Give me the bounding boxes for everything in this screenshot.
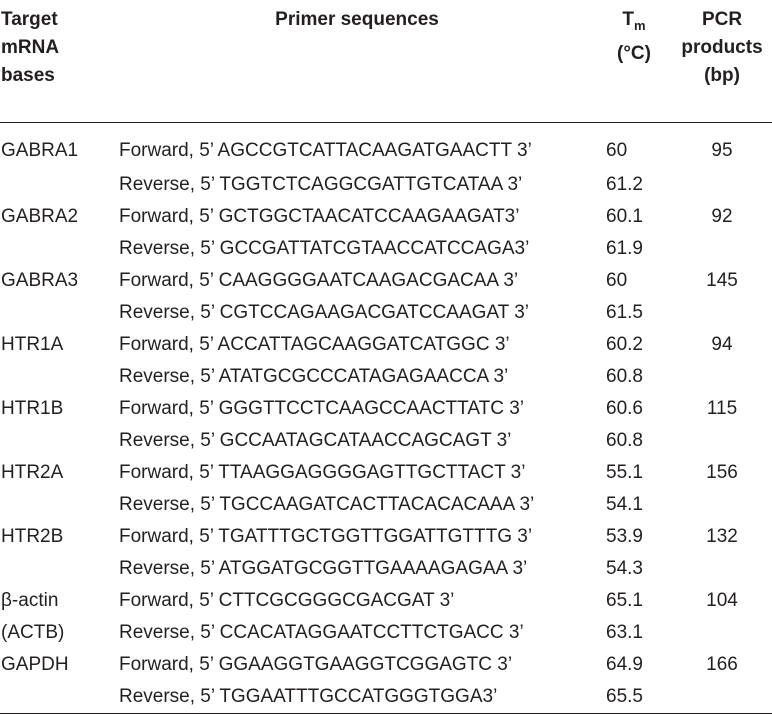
tm-reverse: 54.3 <box>606 558 643 579</box>
tm-forward: 60.6 <box>606 398 643 419</box>
pcr-product: 115 <box>706 398 738 419</box>
gene-name-extra <box>0 233 118 265</box>
gene-name-extra: (ACTB) <box>1 622 65 643</box>
table-row: GAPDH Forward, 5’ GGAAGGTGAAGGTCGGAGTC 3’… <box>0 649 772 681</box>
pcr-product: 94 <box>711 334 733 355</box>
gene-name-extra <box>0 297 118 329</box>
gene-name-extra <box>0 681 118 714</box>
forward-primer: Forward, 5’ ACCATTAGCAAGGATCATGGC 3’ <box>119 334 510 355</box>
pcr-product: 166 <box>706 654 738 675</box>
gene-name: β-actin <box>1 590 59 611</box>
reverse-primer: Reverse, 5’ GCCAATAGCATAACCAGCAGT 3’ <box>119 430 512 451</box>
reverse-primer: Reverse, 5’ TGGTCTCAGGCGATTGTCATAA 3’ <box>119 174 523 195</box>
pcr-product: 95 <box>711 140 733 161</box>
reverse-primer: Reverse, 5’ ATATGCGCCCATAGAGAACCA 3’ <box>119 366 509 387</box>
pcr-product-empty <box>672 169 772 201</box>
table-row: Reverse, 5’ TGGTCTCAGGCGATTGTCATAA 3’ 61.… <box>0 169 772 201</box>
header-tm: Tm (°C) <box>596 0 672 123</box>
gene-name: HTR2B <box>1 526 64 547</box>
pcr-product-empty <box>672 297 772 329</box>
header-target-mrna: Target mRNA bases <box>0 0 118 123</box>
tm-reverse: 61.5 <box>606 302 643 323</box>
table-row: Reverse, 5’ TGCCAAGATCACTTACACACAAA 3’ 54… <box>0 489 772 521</box>
forward-primer: Forward, 5’ GGAAGGTGAAGGTCGGAGTC 3’ <box>119 654 513 675</box>
forward-primer: Forward, 5’ AGCCGTCATTACAAGATGAACTT 3’ <box>119 140 532 161</box>
pcr-product: 145 <box>706 270 738 291</box>
table-row: Reverse, 5’ CGTCCAGAAGACGATCCAAGAT 3’ 61.… <box>0 297 772 329</box>
header-primer-sequences: Primer sequences <box>118 0 596 123</box>
table-row: Reverse, 5’ GCCGATTATCGTAACCATCCAGA3’ 61.… <box>0 233 772 265</box>
gene-name: GAPDH <box>1 654 69 675</box>
tm-reverse: 54.1 <box>606 494 643 515</box>
tm-forward: 60 <box>606 140 628 161</box>
table-row: HTR2A Forward, 5’ TTAAGGAGGGGAGTTGCTTACT … <box>0 457 772 489</box>
gene-name: HTR1B <box>1 398 64 419</box>
pcr-product-empty <box>672 553 772 585</box>
gene-name-extra <box>0 425 118 457</box>
pcr-product: 92 <box>711 206 733 227</box>
table-row: GABRA1 Forward, 5’ AGCCGTCATTACAAGATGAACT… <box>0 123 772 170</box>
pcr-product-empty <box>672 681 772 714</box>
table-row: (ACTB) Reverse, 5’ CCACATAGGAATCCTTCTGACC… <box>0 617 772 649</box>
pcr-product-empty <box>672 425 772 457</box>
forward-primer: Forward, 5’ TTAAGGAGGGGAGTTGCTTACT 3’ <box>119 462 526 483</box>
table-row: β-actin Forward, 5’ CTTCGCGGGCGACGAT 3’ 65… <box>0 585 772 617</box>
tm-reverse: 63.1 <box>606 622 643 643</box>
pcr-product: 104 <box>706 590 738 611</box>
forward-primer: Forward, 5’ CTTCGCGGGCGACGAT 3’ <box>119 590 455 611</box>
forward-primer: Forward, 5’ GCTGGCTAACATCCAAGAAGAT3’ <box>119 206 520 227</box>
reverse-primer: Reverse, 5’ TGGAATTTGCCATGGGTGGA3’ <box>118 681 596 714</box>
table-row: HTR1B Forward, 5’ GGGTTCCTCAAGCCAACTTATC … <box>0 393 772 425</box>
pcr-product: 132 <box>706 526 738 547</box>
reverse-primer: Reverse, 5’ ATGGATGCGGTTGAAAAGAGAA 3’ <box>119 558 528 579</box>
header-row: Target mRNA bases Primer sequences Tm (°… <box>0 0 772 123</box>
tm-forward: 55.1 <box>606 462 643 483</box>
reverse-primer: Reverse, 5’ CGTCCAGAAGACGATCCAAGAT 3’ <box>119 302 529 323</box>
gene-name: GABRA2 <box>1 206 79 227</box>
table-row: HTR1A Forward, 5’ ACCATTAGCAAGGATCATGGC 3… <box>0 329 772 361</box>
tm-forward: 60 <box>606 270 628 291</box>
reverse-primer: Reverse, 5’ CCACATAGGAATCCTTCTGACC 3’ <box>119 622 524 643</box>
tm-reverse: 65.5 <box>596 681 672 714</box>
gene-name-extra <box>0 553 118 585</box>
gene-name-extra <box>0 489 118 521</box>
table-row: Reverse, 5’ ATGGATGCGGTTGAAAAGAGAA 3’ 54.… <box>0 553 772 585</box>
gene-name: GABRA3 <box>1 270 79 291</box>
tm-forward: 64.9 <box>606 654 643 675</box>
tm-reverse: 61.2 <box>606 174 643 195</box>
tm-forward: 53.9 <box>606 526 643 547</box>
pcr-product-empty <box>672 489 772 521</box>
pcr-product-empty <box>672 233 772 265</box>
table-body: GABRA1 Forward, 5’ AGCCGTCATTACAAGATGAACT… <box>0 123 772 714</box>
gene-name: HTR2A <box>1 462 64 483</box>
forward-primer: Forward, 5’ TGATTTGCTGGTTGGATTGTTTG 3’ <box>119 526 533 547</box>
reverse-primer: Reverse, 5’ GCCGATTATCGTAACCATCCAGA3’ <box>119 238 530 259</box>
tm-reverse: 60.8 <box>606 366 643 387</box>
pcr-product-empty <box>672 361 772 393</box>
tm-reverse: 61.9 <box>606 238 643 259</box>
reverse-primer: Reverse, 5’ TGCCAAGATCACTTACACACAAA 3’ <box>119 494 535 515</box>
table-row: Reverse, 5’ GCCAATAGCATAACCAGCAGT 3’ 60.8 <box>0 425 772 457</box>
table-row: GABRA3 Forward, 5’ CAAGGGGAATCAAGACGACAA … <box>0 265 772 297</box>
gene-name-extra <box>0 169 118 201</box>
table-row: GABRA2 Forward, 5’ GCTGGCTAACATCCAAGAAGAT… <box>0 201 772 233</box>
pcr-product: 156 <box>706 462 738 483</box>
pcr-product-empty <box>672 617 772 649</box>
gene-name: GABRA1 <box>1 140 79 161</box>
tm-forward: 65.1 <box>606 590 643 611</box>
gene-name: HTR1A <box>1 334 64 355</box>
tm-forward: 60.1 <box>606 206 643 227</box>
forward-primer: Forward, 5’ CAAGGGGAATCAAGACGACAA 3’ <box>119 270 519 291</box>
tm-forward: 60.2 <box>606 334 643 355</box>
table-row: HTR2B Forward, 5’ TGATTTGCTGGTTGGATTGTTTG… <box>0 521 772 553</box>
forward-primer: Forward, 5’ GGGTTCCTCAAGCCAACTTATC 3’ <box>119 398 525 419</box>
tm-reverse: 60.8 <box>606 430 643 451</box>
table-row: Reverse, 5’ TGGAATTTGCCATGGGTGGA3’ 65.5 <box>0 681 772 714</box>
header-pcr-products: PCR products (bp) <box>672 0 772 123</box>
gene-name-extra <box>0 361 118 393</box>
table-row: Reverse, 5’ ATATGCGCCCATAGAGAACCA 3’ 60.8 <box>0 361 772 393</box>
